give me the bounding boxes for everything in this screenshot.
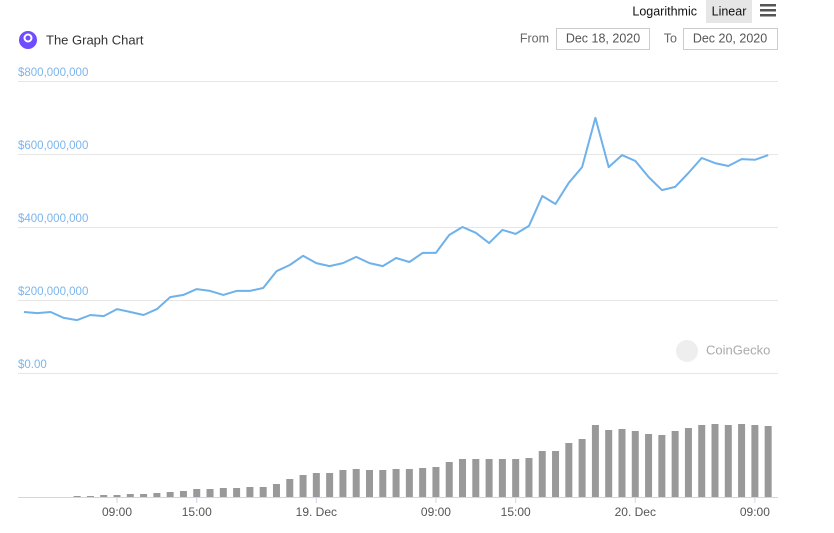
x-tick-label: 09:00	[740, 505, 770, 519]
volume-bar	[459, 459, 467, 497]
volume-bar	[591, 425, 599, 497]
volume-bar	[272, 484, 280, 497]
x-tick-label: 09:00	[102, 505, 132, 519]
volume-bar	[246, 487, 254, 497]
volume-bar	[365, 470, 373, 497]
volume-bar	[605, 430, 613, 497]
volume-bar	[206, 489, 214, 497]
volume-bar	[565, 443, 573, 497]
scale-linear-bg[interactable]	[706, 0, 752, 23]
volume-bar	[100, 495, 108, 497]
volume-bar	[631, 431, 639, 497]
volume-bar	[538, 451, 546, 497]
from-date: Dec 18, 2020	[566, 31, 640, 45]
y-tick-label: $600,000,000	[18, 140, 88, 152]
volume-bar	[233, 488, 241, 497]
volume-bar	[751, 425, 759, 497]
volume-bar	[552, 451, 560, 497]
volume-bar	[326, 473, 334, 497]
volume-bar	[724, 425, 732, 497]
scale-linear[interactable]: Linear	[712, 4, 747, 18]
volume-bar	[684, 428, 692, 497]
volume-bar	[286, 479, 294, 497]
volume-bar	[525, 458, 533, 497]
volume-bar	[698, 425, 706, 497]
y-tick-label: $800,000,000	[18, 67, 88, 79]
volume-bar	[405, 469, 413, 497]
volume-bar	[671, 431, 679, 497]
y-tick-label: $200,000,000	[18, 286, 88, 298]
logo-mark	[23, 33, 33, 43]
x-tick-label: 09:00	[421, 505, 451, 519]
volume-bar	[445, 462, 453, 497]
from-input[interactable]	[556, 28, 650, 50]
volume-bar	[645, 434, 653, 497]
volume-bar	[126, 494, 134, 497]
volume-bar	[472, 459, 480, 497]
volume-bar	[419, 468, 427, 497]
volume-bar	[578, 439, 586, 497]
volume-bar	[711, 424, 719, 497]
to-date: Dec 20, 2020	[693, 31, 767, 45]
volume-bar	[618, 429, 626, 497]
x-tick-label: 15:00	[501, 505, 531, 519]
volume-bar	[299, 475, 307, 497]
volume-bar	[179, 491, 187, 497]
volume-bar	[738, 424, 746, 497]
volume-bar	[658, 435, 666, 497]
volume-bar	[498, 459, 506, 497]
volume-bar	[140, 494, 148, 497]
volume-bar	[312, 473, 320, 497]
menu-icon[interactable]	[760, 4, 776, 17]
volume-bar	[379, 470, 387, 497]
volume-bar	[153, 493, 161, 497]
volume-bar	[352, 469, 360, 497]
x-tick-label: 15:00	[182, 505, 212, 519]
logo	[19, 31, 37, 49]
volume-bar	[339, 470, 347, 497]
volume-bar	[166, 492, 174, 497]
watermark: CoinGecko	[706, 342, 770, 357]
scale-log[interactable]: Logarithmic	[632, 4, 697, 18]
volume-bar	[86, 496, 94, 497]
volume-bar	[193, 489, 201, 497]
price-line	[23, 116, 769, 322]
y-tick-label: $0.00	[18, 359, 47, 371]
volume-bar	[485, 459, 493, 497]
volume-bar	[764, 426, 772, 497]
watermark-logo	[676, 340, 698, 362]
volume-bar	[73, 496, 81, 497]
to-label: To	[664, 31, 677, 45]
volume-bar	[392, 469, 400, 497]
volume-bar	[113, 495, 121, 497]
volume-bar	[219, 488, 227, 497]
y-tick-label: $400,000,000	[18, 213, 88, 225]
chart-title: The Graph Chart	[46, 32, 144, 47]
volume-bar	[259, 487, 267, 497]
from-label: From	[520, 31, 549, 45]
volume-bar	[432, 467, 440, 497]
x-tick-label: 20. Dec	[615, 505, 656, 519]
x-tick-label: 19. Dec	[296, 505, 337, 519]
volume-bar	[512, 459, 520, 497]
to-input[interactable]	[683, 28, 778, 50]
